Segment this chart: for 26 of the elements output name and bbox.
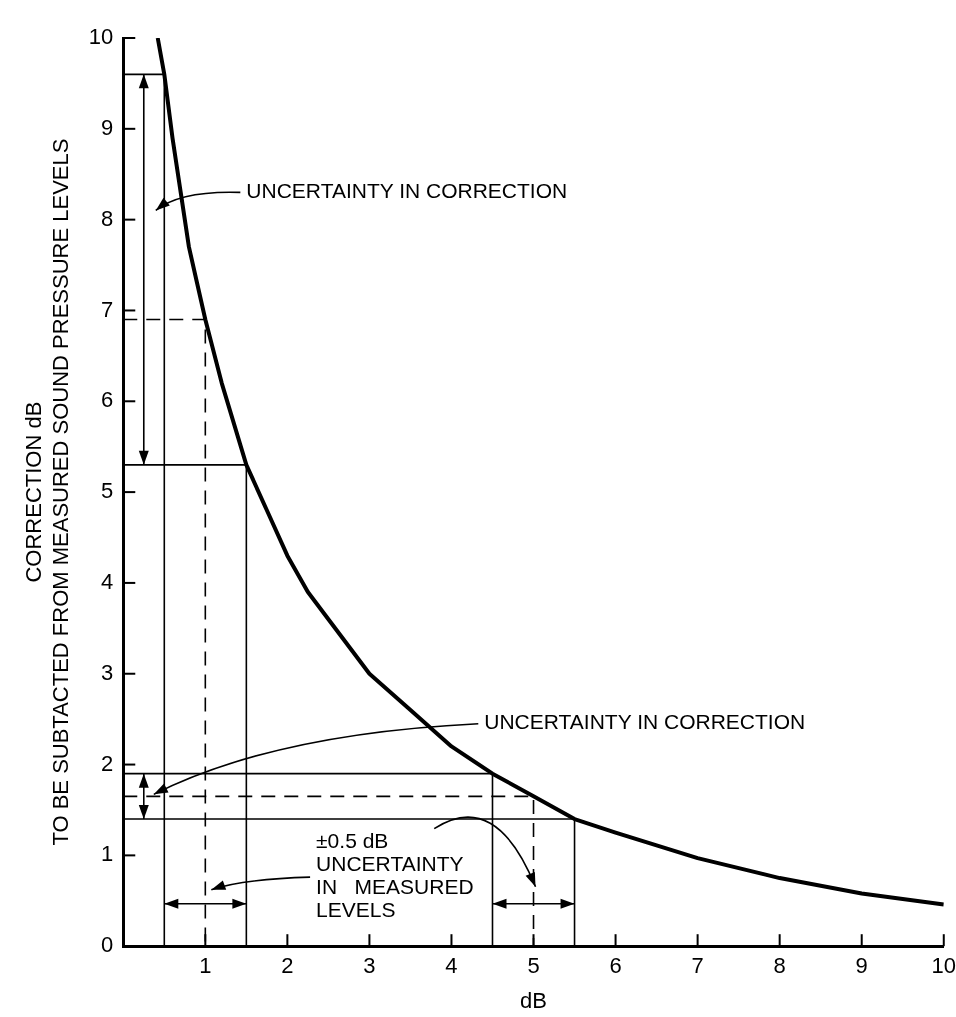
x-tick-label: 10 [931, 953, 956, 979]
y-tick-label: 3 [101, 659, 114, 685]
x-tick-label: 5 [527, 953, 540, 979]
x-tick-label: 1 [199, 953, 212, 979]
x-tick-label: 3 [363, 953, 376, 979]
y-tick-label: 1 [101, 841, 114, 867]
y-tick-label: 4 [101, 568, 114, 594]
x-tick-label: 2 [281, 953, 294, 979]
x-axis-title: dB [520, 987, 547, 1013]
annotation: UNCERTAINTY IN CORRECTION [484, 710, 806, 734]
y-axis-title: CORRECTION dB TO BE SUBTACTED FROM MEASURED SOUND PRESSURE LEVELS [21, 138, 73, 846]
x-tick-label: 7 [691, 953, 704, 979]
annotation: UNCERTAINTY IN CORRECTION [246, 179, 568, 203]
x-tick-label: 6 [609, 953, 622, 979]
y-tick-label: 9 [101, 114, 114, 140]
x-tick-label: 9 [855, 953, 868, 979]
y-tick-label: 2 [101, 750, 114, 776]
y-tick-label: 8 [101, 205, 114, 231]
y-tick-label: 0 [101, 932, 114, 958]
y-tick-label: 6 [101, 387, 114, 413]
y-tick-label: 10 [88, 24, 114, 50]
x-tick-label: 4 [445, 953, 458, 979]
annotation: ±0.5 dB UNCERTAINTY IN MEASURED LEVELS [316, 829, 474, 922]
y-tick-label: 7 [101, 296, 114, 322]
x-tick-label: 8 [773, 953, 786, 979]
y-tick-label: 5 [101, 478, 114, 504]
